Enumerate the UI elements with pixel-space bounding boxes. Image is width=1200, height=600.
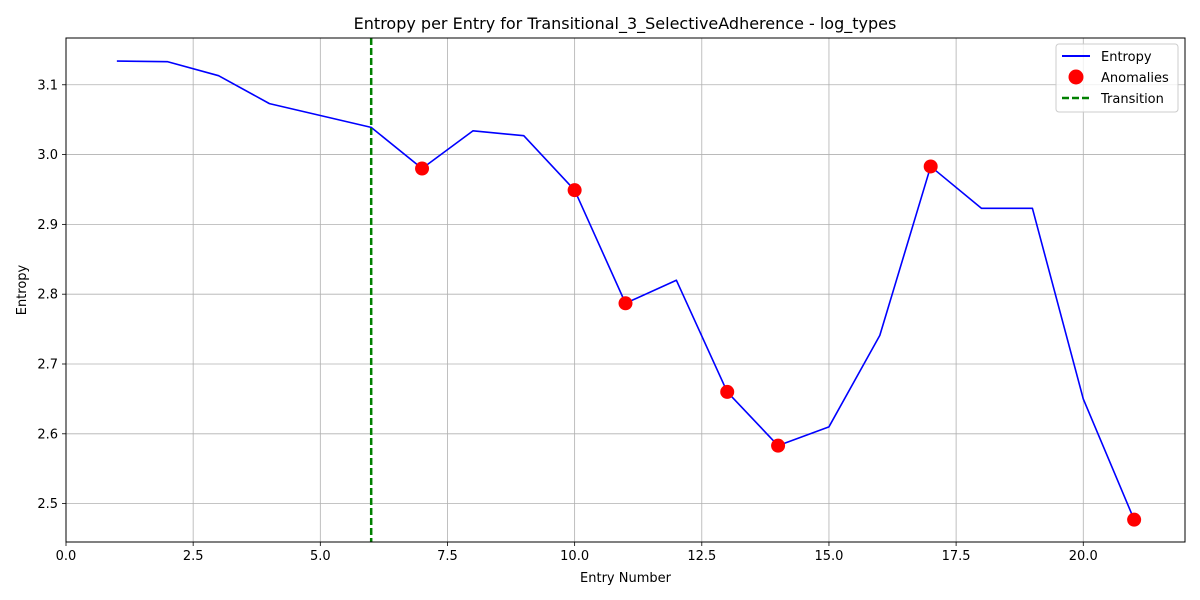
anomaly-point: [618, 296, 633, 311]
legend-entry-transition: Transition: [1100, 92, 1164, 107]
y-axis-label: Entropy: [15, 264, 30, 315]
x-tick-label: 10.0: [560, 549, 589, 564]
legend-box: [1055, 43, 1179, 113]
axis-ticks: 0.0 2.5 5.0 7.5 10.0 12.5 15.0 17.5 20.0 2.5 2.6 2.…: [37, 78, 1097, 564]
anomaly-point: [771, 438, 786, 453]
x-tick-label: 20.0: [1069, 549, 1098, 564]
y-tick-label: 2.6: [37, 427, 58, 442]
x-tick-label: 15.0: [814, 549, 843, 564]
y-tick-label: 3.0: [37, 148, 58, 163]
legend: Entropy Anomalies Transition: [1055, 43, 1179, 113]
plot-frame: [65, 37, 1186, 543]
y-tick-label: 2.8: [37, 288, 58, 303]
x-tick-label: 12.5: [687, 549, 716, 564]
x-tick-label: 2.5: [183, 549, 204, 564]
y-tick-label: 2.9: [37, 218, 58, 233]
x-tick-label: 0.0: [56, 549, 77, 564]
anomaly-point: [1127, 512, 1142, 527]
anomaly-point: [567, 183, 582, 198]
legend-entry-anomalies: Anomalies: [1101, 71, 1169, 86]
x-tick-label: 7.5: [437, 549, 458, 564]
legend-swatch-anomalies: [1068, 69, 1084, 85]
x-tick-label: 5.0: [310, 549, 331, 564]
y-tick-label: 2.5: [37, 497, 58, 512]
plot-data: [116, 38, 1142, 542]
chart-title: Entropy per Entry for Transitional_3_Sel…: [354, 14, 897, 34]
x-tick-label: 17.5: [942, 549, 971, 564]
grid: [65, 38, 1185, 542]
x-axis-label: Entry Number: [580, 571, 672, 586]
y-tick-label: 3.1: [37, 78, 58, 93]
y-tick-label: 2.7: [37, 357, 58, 372]
anomaly-point: [415, 161, 430, 176]
anomaly-point: [923, 159, 938, 174]
anomaly-point: [720, 384, 735, 399]
legend-entry-entropy: Entropy: [1101, 50, 1152, 65]
